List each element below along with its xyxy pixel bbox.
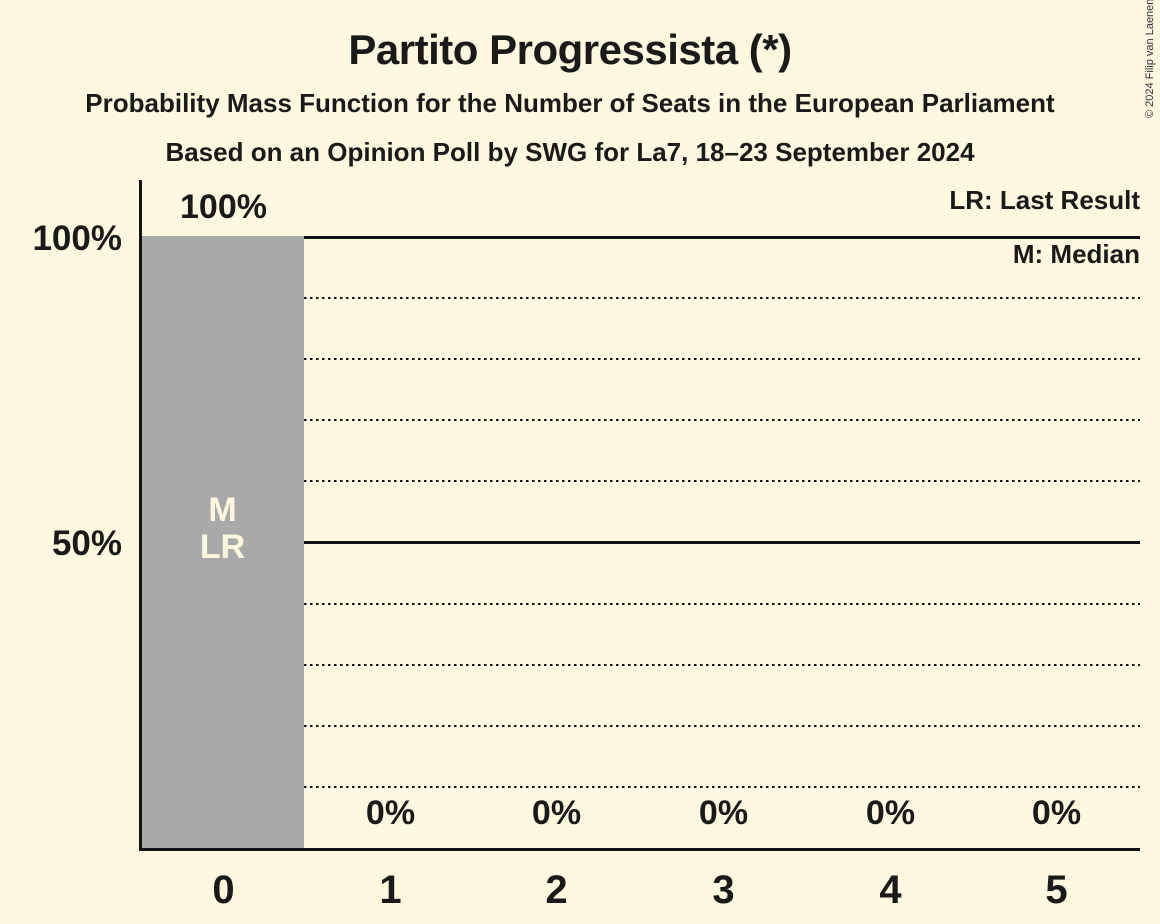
gridline-90pct — [142, 297, 1140, 299]
gridline-80pct — [142, 358, 1140, 360]
last-result-marker: LR — [199, 528, 246, 566]
gridline-50pct — [142, 541, 1140, 544]
bar-seats-0 — [141, 236, 304, 848]
gridline-40pct — [142, 603, 1140, 605]
chart-subtitle: Probability Mass Function for the Number… — [85, 88, 1055, 118]
x-axis-line — [139, 848, 1140, 851]
chart-title: Partito Progressista (*) — [348, 26, 792, 73]
value-label-seats-3: 0% — [698, 794, 749, 832]
x-tick-label-4: 4 — [879, 868, 902, 912]
gridline-20pct — [142, 725, 1140, 727]
x-tick-label-0: 0 — [212, 868, 235, 912]
x-tick-label-5: 5 — [1045, 868, 1068, 912]
copyright-notice: © 2024 Filip van Laenen — [1144, 0, 1156, 118]
value-label-seats-1: 0% — [365, 794, 416, 832]
legend-median: M: Median — [1012, 239, 1140, 269]
median-marker: M — [208, 491, 237, 529]
gridline-100pct — [142, 236, 1140, 239]
legend-last-result: LR: Last Result — [949, 185, 1140, 215]
gridline-60pct — [142, 480, 1140, 482]
gridline-30pct — [142, 664, 1140, 666]
gridline-10pct — [142, 786, 1140, 788]
y-axis-line — [139, 180, 142, 851]
x-tick-label-2: 2 — [545, 868, 568, 912]
chart-poll-source: Based on an Opinion Poll by SWG for La7,… — [165, 137, 975, 167]
gridline-70pct — [142, 419, 1140, 421]
value-label-seats-2: 0% — [531, 794, 582, 832]
y-tick-label-50: 50% — [51, 524, 122, 563]
value-label-seats-5: 0% — [1031, 794, 1082, 832]
y-tick-label-100: 100% — [32, 219, 122, 258]
bar-annotation-median-lastresult: M LR — [141, 492, 304, 566]
value-label-seats-4: 0% — [865, 794, 916, 832]
x-tick-label-3: 3 — [712, 868, 735, 912]
x-tick-label-1: 1 — [379, 868, 402, 912]
value-label-seats-0: 100% — [180, 188, 267, 226]
